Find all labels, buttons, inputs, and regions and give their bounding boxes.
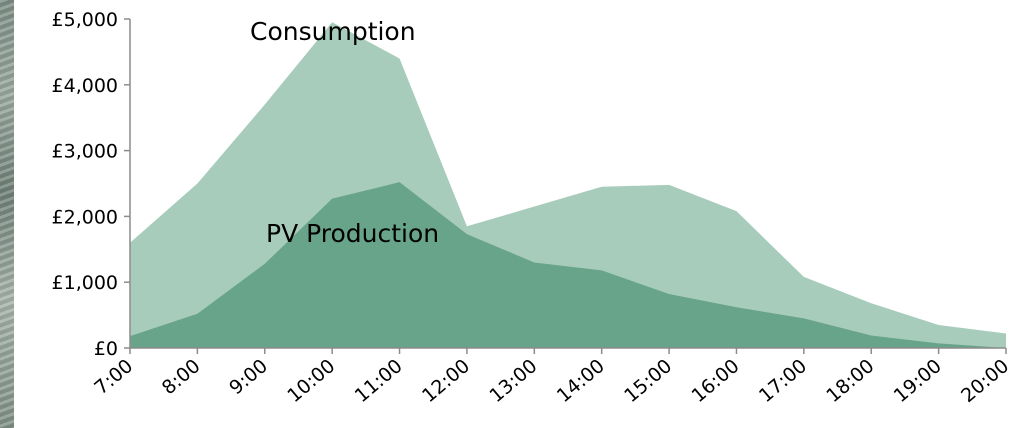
x-tick-label: 15:00 <box>620 355 676 407</box>
x-tick-label: 18:00 <box>822 355 878 407</box>
background-photo-strip <box>0 0 14 428</box>
x-axis-ticks: 7:00 8:00 9:00 10:00 11:00 12:00 13:00 14:00 15:… <box>90 348 1013 407</box>
x-tick-label: 11:00 <box>351 355 407 407</box>
x-tick-label: 12:00 <box>418 355 474 407</box>
y-tick-label: £4,000 <box>52 75 118 97</box>
axes <box>129 19 1006 349</box>
x-tick-label: 13:00 <box>485 355 541 407</box>
x-tick-label: 16:00 <box>688 355 744 407</box>
x-tick-label: 20:00 <box>957 355 1013 407</box>
area-pv-production <box>130 182 1006 348</box>
series-label-consumption: Consumption <box>250 17 416 46</box>
y-tick-label: £5,000 <box>52 9 118 31</box>
series-label-pv-production: PV Production <box>266 219 439 248</box>
y-tick-label: £0 <box>94 338 118 360</box>
series-areas <box>130 22 1006 348</box>
y-axis-ticks: £0 £1,000 £2,000 £3,000 £4,000 £5,000 <box>52 9 130 360</box>
x-tick-label: 7:00 <box>90 355 137 399</box>
x-tick-label: 17:00 <box>755 355 811 407</box>
x-tick-label: 8:00 <box>158 355 205 399</box>
x-tick-label: 9:00 <box>225 355 272 399</box>
y-tick-label: £1,000 <box>52 272 118 294</box>
x-tick-label: 10:00 <box>283 355 339 407</box>
y-tick-label: £2,000 <box>52 206 118 228</box>
series-labels: Consumption PV Production <box>250 17 439 248</box>
x-tick-label: 19:00 <box>890 355 946 407</box>
x-tick-label: 14:00 <box>553 355 609 407</box>
y-tick-label: £3,000 <box>52 141 118 163</box>
